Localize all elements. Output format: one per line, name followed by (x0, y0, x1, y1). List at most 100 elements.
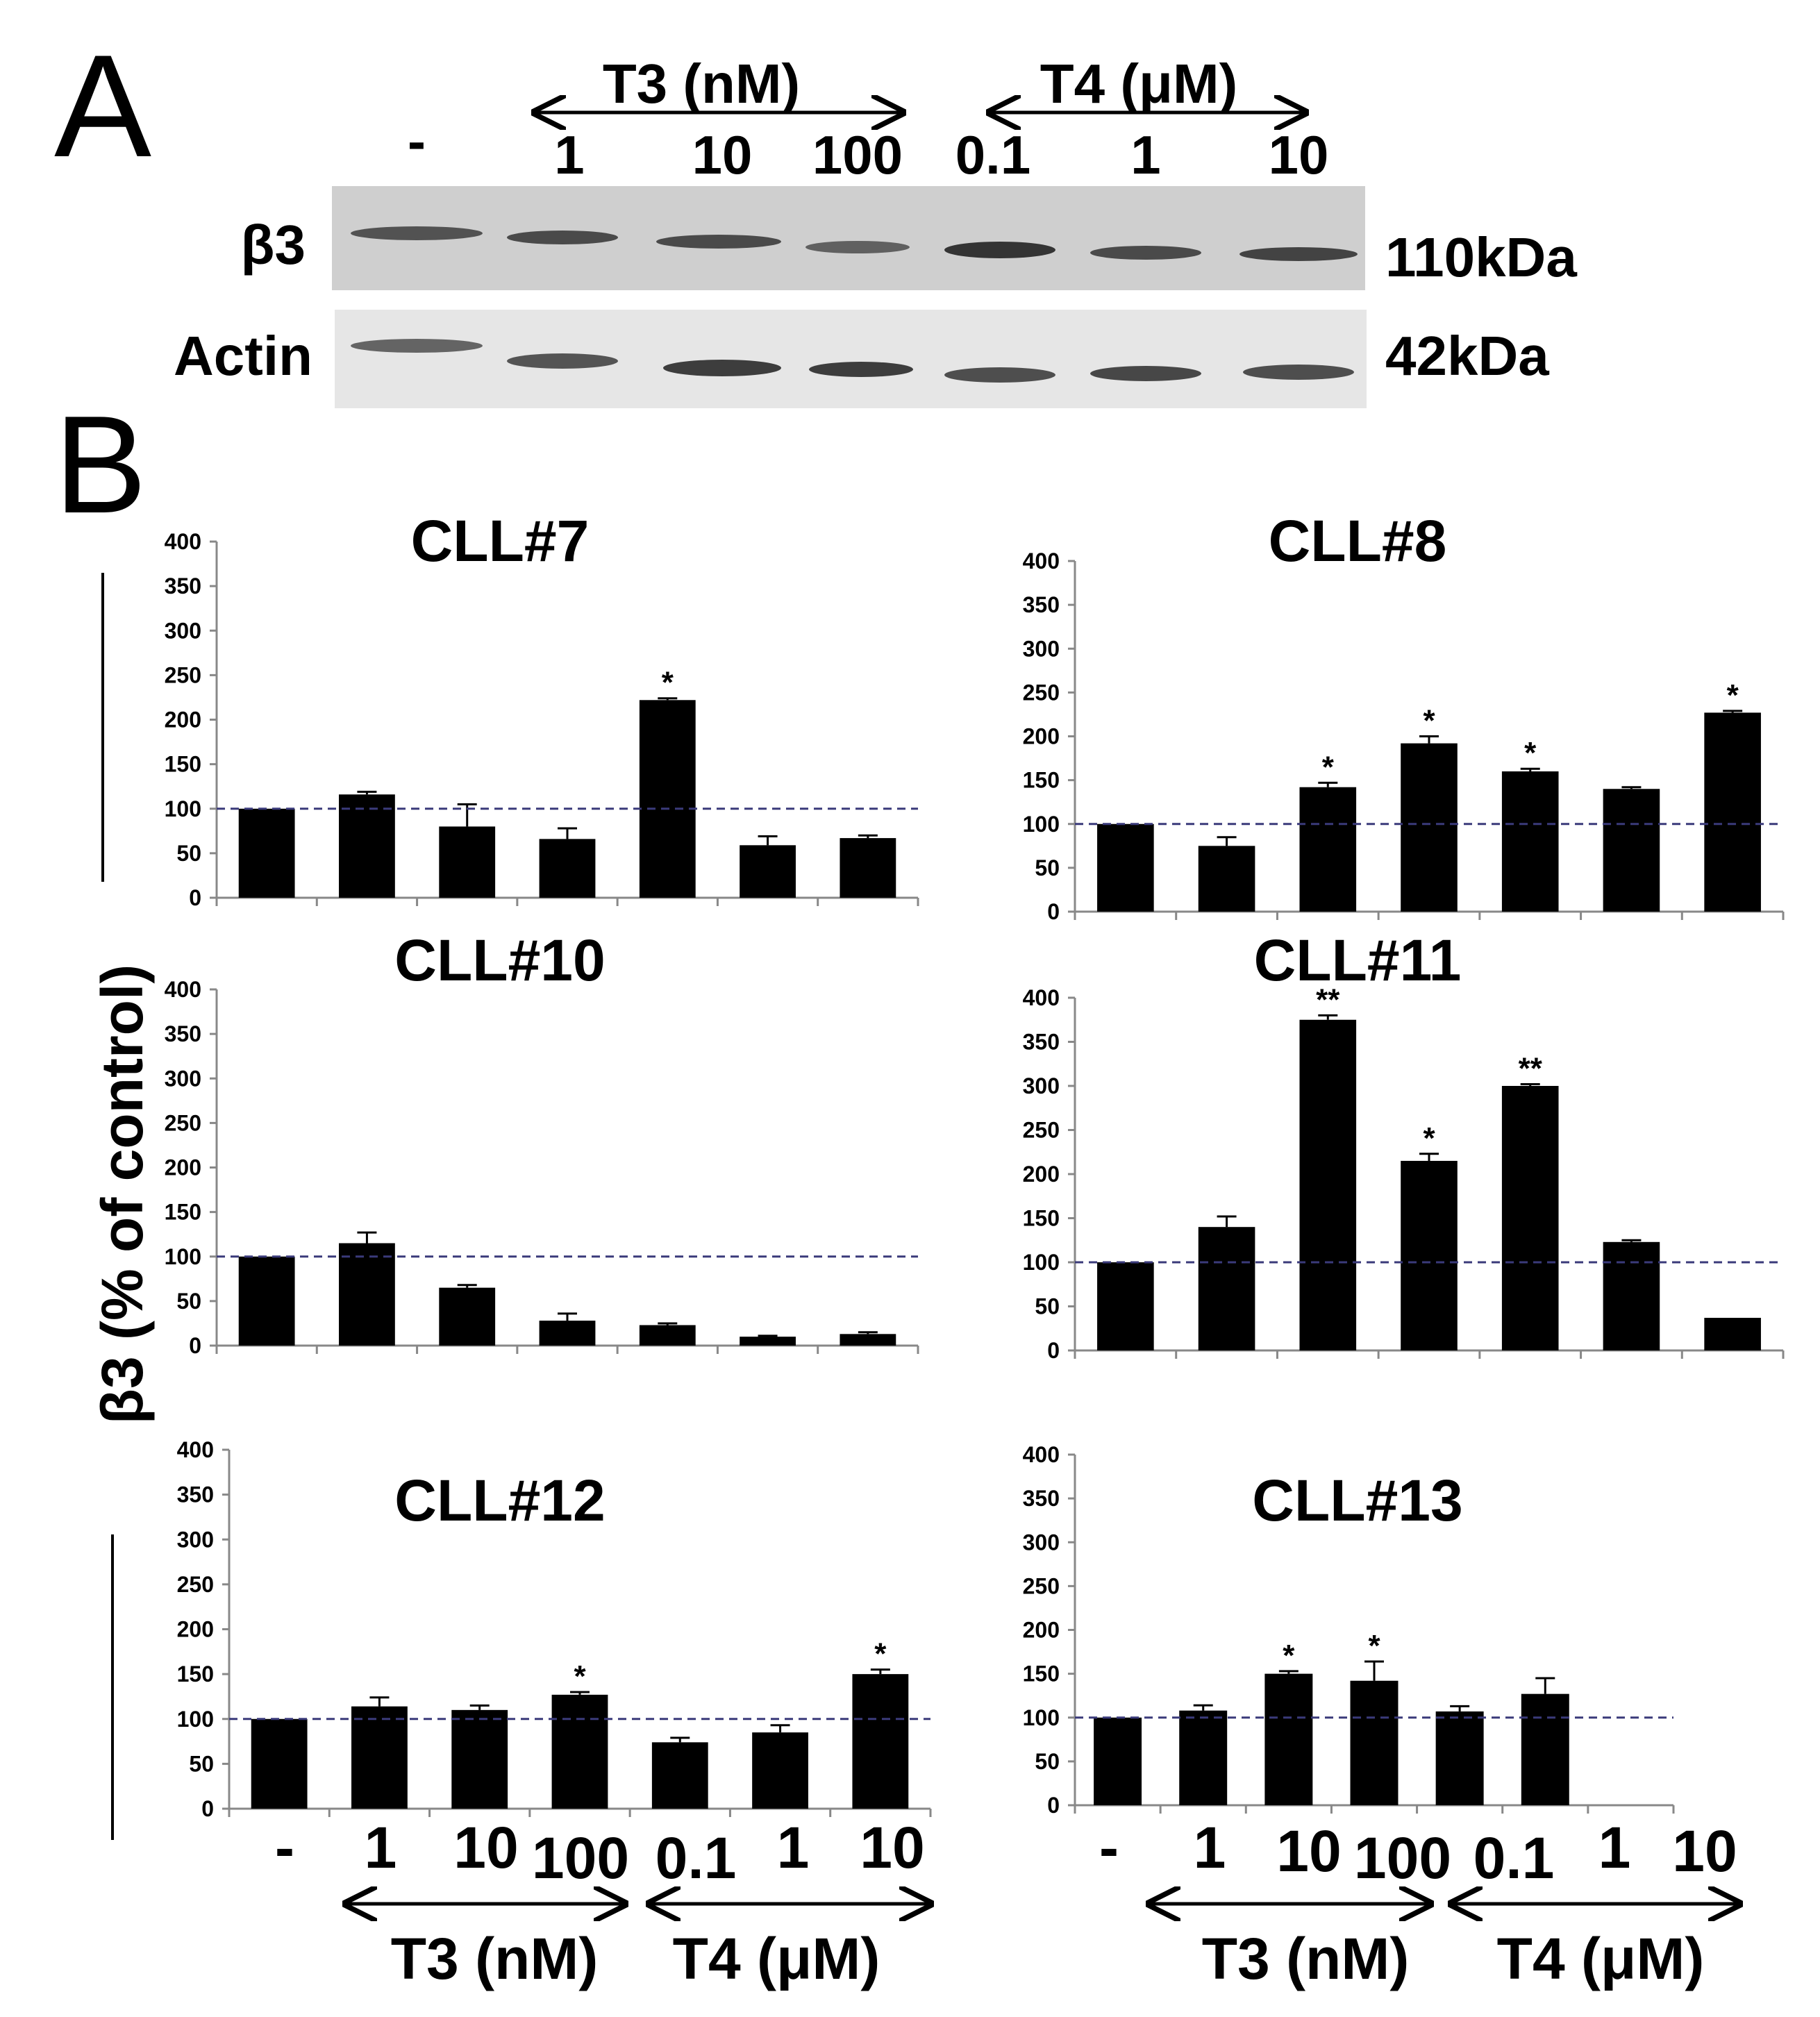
x-category-label: 1 (1194, 1815, 1226, 1880)
y-tick-label: 250 (165, 662, 201, 687)
y-tick-label: 250 (1023, 1573, 1060, 1598)
panel-a-lane-label: 1 (1130, 124, 1160, 185)
y-tick-label: 150 (1023, 1206, 1060, 1231)
chart-cll13: CLL#13 0 50 100 150 200 250 300 350 400 * * (1023, 1442, 1675, 1818)
y-tick-label: 50 (176, 1289, 201, 1314)
bar (840, 1334, 896, 1346)
chart-cll8: CLL#8 0 50 100 150 200 250 300 350 400 * * * * (1023, 508, 1785, 924)
y-tick-label: 100 (1023, 1705, 1060, 1730)
x-category-label: - (1099, 1815, 1119, 1880)
chart-cll10: CLL#10 0 50 100 150 200 250 300 350 400 (165, 928, 919, 1358)
blot-beta3-bands (351, 226, 1358, 261)
y-tick-label: 0 (1047, 1793, 1060, 1818)
blot-beta3-label: β3 (241, 214, 306, 276)
y-tick-label: 150 (165, 752, 201, 777)
bar (539, 839, 596, 898)
bar (1521, 1693, 1569, 1805)
x-category-label: 10 (1276, 1818, 1341, 1884)
blot-beta3-mw: 110kDa (1385, 226, 1577, 288)
panel-a-t3-header: T3 (nM) (603, 53, 800, 115)
y-tick-label: 0 (1047, 1338, 1060, 1363)
bar (1501, 1086, 1559, 1350)
bar (351, 1706, 408, 1809)
bar (1350, 1680, 1399, 1805)
y-tick-label: 150 (1023, 1662, 1060, 1687)
y-tick-label: 200 (165, 708, 201, 733)
bar (439, 1287, 496, 1346)
chart-title: CLL#11 (1254, 928, 1462, 993)
bar (1401, 743, 1458, 912)
y-tick-label: 400 (1023, 549, 1060, 574)
significance-marker: * (1368, 1629, 1380, 1663)
blot-band (507, 231, 618, 244)
blot-band (507, 353, 618, 369)
y-tick-label: 150 (1023, 768, 1060, 793)
blot-actin-bands (351, 339, 1354, 383)
panel-a-lane-label: 100 (812, 124, 903, 185)
blot-band (944, 367, 1055, 383)
bar (1299, 1019, 1357, 1350)
blot-band (805, 241, 910, 253)
bar (1198, 1227, 1255, 1350)
y-tick-label: 350 (177, 1482, 214, 1507)
y-tick-label: 100 (1023, 1250, 1060, 1275)
chart-title: CLL#12 (394, 1468, 605, 1533)
y-tick-label: 50 (176, 841, 201, 866)
bar (1198, 846, 1255, 912)
y-tick-label: 0 (189, 1333, 201, 1358)
bar (1097, 823, 1154, 912)
panel-a-lane-label: 10 (692, 124, 753, 185)
blot-band (944, 242, 1055, 258)
significance-marker: ** (1316, 982, 1340, 1016)
t4-group-label-left: T4 (μM) (673, 1926, 880, 1991)
y-tick-label: 200 (1023, 1618, 1060, 1643)
blot-band (656, 235, 781, 249)
blot-beta3-strip (332, 186, 1365, 290)
bar (1179, 1710, 1228, 1805)
blot-band (1239, 247, 1358, 261)
y-tick-label: 150 (165, 1200, 201, 1225)
y-tick-label: 50 (1035, 1294, 1060, 1319)
y-tick-label: 400 (165, 529, 201, 554)
y-tick-label: 100 (177, 1707, 214, 1732)
t3-group-label-right: T3 (nM) (1202, 1926, 1410, 1991)
bar (439, 826, 496, 898)
bar (551, 1694, 608, 1809)
y-tick-label: 0 (189, 885, 201, 910)
significance-marker: * (1423, 704, 1435, 738)
panel-a-label: A (54, 24, 151, 187)
y-tick-label: 300 (1023, 1073, 1060, 1098)
bar (1704, 1318, 1761, 1350)
panel-a-lane-label: 10 (1269, 124, 1329, 185)
blot-band (351, 339, 483, 353)
blot-band (663, 360, 781, 376)
y-tick-label: 300 (177, 1527, 214, 1552)
bar (852, 1674, 909, 1809)
y-tick-label: 0 (1047, 899, 1060, 924)
x-category-label: 1 (777, 1815, 810, 1880)
y-tick-label: 50 (189, 1751, 214, 1776)
bar (1094, 1717, 1142, 1805)
significance-marker: ** (1519, 1051, 1543, 1085)
bar (339, 1243, 395, 1346)
bar (651, 1742, 708, 1809)
x-category-label: - (275, 1815, 294, 1880)
chart-cll12: CLL#12 0 50 100 150 200 250 300 350 400 * * (177, 1437, 932, 1821)
y-tick-label: 300 (165, 618, 201, 643)
x-category-labels-left: - 1 10 100 0.1 1 10 (275, 1815, 925, 1891)
panel-b-y-axis-label: β3 (% of control) (90, 964, 155, 1425)
y-tick-label: 400 (177, 1437, 214, 1462)
bar (451, 1709, 508, 1809)
significance-marker: * (1283, 1639, 1295, 1673)
x-category-label: 0.1 (1473, 1825, 1555, 1891)
bar (339, 794, 395, 898)
significance-marker: * (1727, 678, 1739, 712)
significance-marker: * (1322, 750, 1335, 784)
y-tick-label: 350 (165, 1021, 201, 1046)
x-category-label: 100 (1354, 1825, 1451, 1891)
bar (1435, 1711, 1484, 1805)
y-tick-label: 300 (1023, 636, 1060, 661)
y-tick-label: 100 (165, 796, 201, 821)
